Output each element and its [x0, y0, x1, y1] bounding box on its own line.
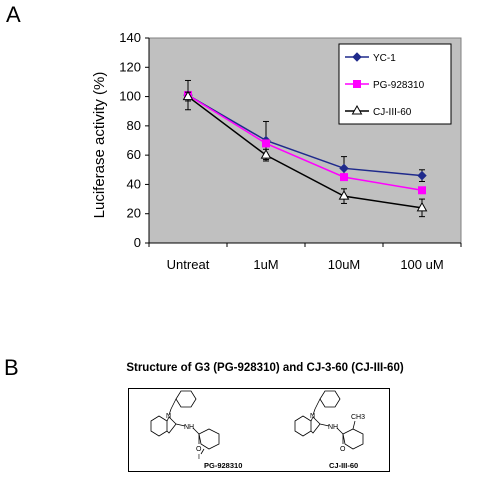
- atom-o: O: [340, 446, 346, 453]
- tolyl-ring: [342, 428, 364, 450]
- bond: [336, 427, 344, 435]
- x-tick-label: 1uM: [253, 257, 278, 272]
- data-point-cj-iii-60: [338, 190, 350, 200]
- atom-n: N: [310, 413, 315, 420]
- data-point-cj-iii-60: [260, 149, 272, 159]
- bond: [175, 423, 186, 427]
- bond: [168, 408, 172, 416]
- bond: [170, 398, 177, 410]
- y-tick-label: 80: [127, 118, 141, 133]
- data-point-pg-928310: [262, 139, 270, 148]
- y-tick-label: 20: [127, 206, 141, 221]
- legend-marker-yc-1: [352, 52, 362, 62]
- data-point-yc-1: [417, 170, 427, 181]
- atom-n: N: [166, 413, 171, 420]
- benzo-ring: [150, 415, 168, 437]
- benzyl-ring: [319, 390, 341, 408]
- y-tick-label: 0: [134, 235, 141, 250]
- y-tick-label: 60: [127, 147, 141, 162]
- y-tick-label: 120: [119, 59, 141, 74]
- atom-nh: NH: [184, 424, 194, 431]
- molecule-pg-928310: [150, 390, 220, 455]
- x-tick-label: 100 uM: [400, 257, 443, 272]
- iodophenyl-ring: [198, 428, 220, 450]
- data-point-pg-928310: [418, 186, 426, 195]
- data-point-cj-iii-60: [416, 201, 428, 212]
- structure-title: Structure of G3 (PG-928310) and CJ-3-60 …: [126, 362, 404, 374]
- legend-label-pg-928310: PG-928310: [373, 80, 425, 91]
- bond: [352, 420, 356, 430]
- data-point-cj-iii-60: [182, 90, 194, 101]
- x-tick-label: Untreat: [167, 257, 210, 272]
- bond: [200, 448, 205, 455]
- structure-box: N NH O I PG-928310 N NH O CH3 CJ-III-60: [128, 388, 390, 472]
- chemical-structures: N NH O I PG-928310 N NH O CH3 CJ-III-60: [150, 390, 365, 470]
- panel-a-label: A: [6, 2, 21, 27]
- y-tick-label: 100: [119, 89, 141, 104]
- legend: YC-1 PG-928310 CJ-III-60: [338, 43, 452, 125]
- series-line-pg-928310: [187, 94, 423, 192]
- y-axis-label: Luciferase activity (%): [91, 72, 108, 219]
- line-chart: 0 20 40 60 80 100 120 140 Untreat 1uM 10uM 100 uM L…: [91, 30, 462, 272]
- y-tick-label: 40: [127, 176, 141, 191]
- data-point-pg-928310: [340, 173, 348, 182]
- panel-b-label: B: [4, 355, 19, 380]
- atom-i: I: [198, 454, 200, 461]
- series-line-yc-1: [187, 94, 423, 177]
- legend-label-cj-iii-60: CJ-III-60: [373, 107, 412, 118]
- y-tick-label: 140: [119, 30, 141, 45]
- benzo-ring: [294, 415, 312, 437]
- benzyl-ring: [175, 390, 197, 408]
- x-tick-label: 10uM: [328, 257, 361, 272]
- bond: [312, 408, 316, 416]
- data-point-yc-1: [339, 163, 349, 174]
- legend-marker-pg-928310: [353, 80, 361, 88]
- bond: [319, 423, 330, 427]
- legend-marker-cj-iii-60: [351, 104, 363, 115]
- legend-label-yc-1: YC-1: [373, 53, 396, 64]
- atom-o: O: [196, 446, 202, 453]
- atom-nh: NH: [328, 424, 338, 431]
- molecule-cj-iii-60: [294, 390, 364, 450]
- bond: [192, 427, 200, 435]
- molecule-label-cj-iii-60: CJ-III-60: [329, 461, 358, 470]
- atom-ch3: CH3: [351, 414, 365, 421]
- molecule-label-pg-928310: PG-928310: [204, 461, 242, 470]
- bond: [314, 398, 321, 410]
- series-line-cj-iii-60: [187, 95, 423, 209]
